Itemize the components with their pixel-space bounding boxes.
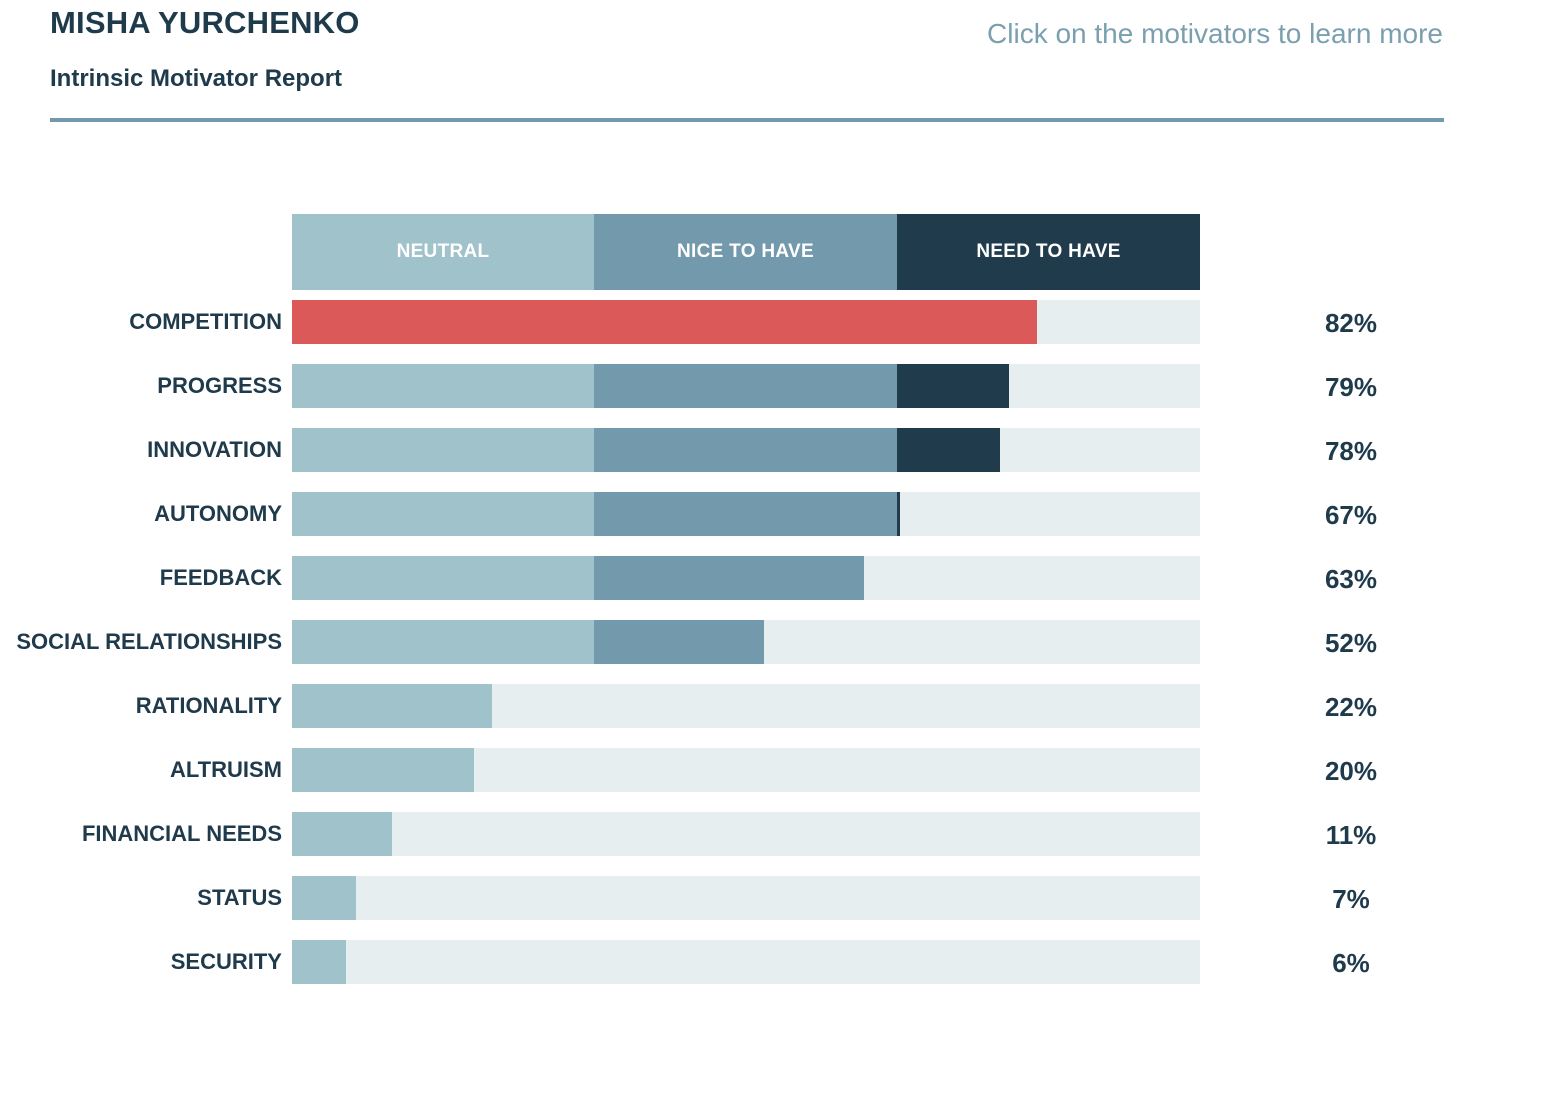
motivator-label[interactable]: FEEDBACK — [159, 565, 282, 590]
header-divider — [50, 118, 1444, 122]
bar-track — [292, 620, 1200, 664]
bar-segment-need-to-have[interactable] — [897, 364, 1009, 408]
person-name: MISHA YURCHENKO — [50, 5, 360, 40]
report-subtitle: Intrinsic Motivator Report — [50, 65, 343, 92]
motivator-row-security[interactable]: SECURITY 6% — [0, 940, 1548, 984]
motivator-row-rationality[interactable]: RATIONALITY 22% — [0, 684, 1548, 728]
motivator-label[interactable]: RATIONALITY — [135, 693, 282, 718]
bar-track — [292, 364, 1200, 408]
motivator-row-innovation[interactable]: INNOVATION 78% — [0, 428, 1548, 472]
motivator-row-competition[interactable]: COMPETITION 82% — [0, 300, 1548, 344]
motivator-label[interactable]: STATUS — [197, 885, 282, 910]
bar-segment-nice-to-have[interactable] — [594, 492, 897, 536]
bar-segment-need-to-have[interactable] — [897, 428, 1000, 472]
bar-segment-neutral[interactable] — [292, 428, 594, 472]
bar-track — [292, 812, 1200, 856]
motivator-label[interactable]: SOCIAL RELATIONSHIPS — [16, 629, 282, 654]
motivator-value: 22% — [1324, 692, 1378, 722]
motivator-row-altruism[interactable]: ALTRUISM 20% — [0, 748, 1548, 792]
bar-segment-neutral[interactable] — [292, 812, 392, 856]
motivator-row-progress[interactable]: PROGRESS 79% — [0, 364, 1548, 408]
bar-segment-neutral[interactable] — [292, 620, 594, 664]
legend-nice-to-have: NICE TO HAVE — [594, 214, 897, 290]
motivator-row-autonomy[interactable]: AUTONOMY 67% — [0, 492, 1548, 536]
motivator-value: 67% — [1324, 500, 1378, 530]
bar-track — [292, 300, 1200, 344]
motivator-label[interactable]: AUTONOMY — [154, 501, 282, 526]
bar-track — [292, 876, 1200, 920]
motivator-label[interactable]: FINANCIAL NEEDS — [81, 821, 282, 846]
bar-segment-neutral[interactable] — [292, 748, 474, 792]
motivator-value: 6% — [1332, 948, 1370, 978]
bar-segment-neutral[interactable] — [292, 492, 594, 536]
legend-need-to-have: NEED TO HAVE — [897, 214, 1200, 290]
motivator-row-feedback[interactable]: FEEDBACK 63% — [0, 556, 1548, 600]
motivator-row-status[interactable]: STATUS 7% — [0, 876, 1548, 920]
bar-segment-nice-to-have[interactable] — [594, 620, 764, 664]
bar-segment-neutral[interactable] — [292, 684, 492, 728]
zone-legend: NEUTRAL NICE TO HAVE NEED TO HAVE — [292, 214, 1200, 290]
motivator-label[interactable]: INNOVATION — [147, 437, 282, 462]
bar-segment-neutral[interactable] — [292, 556, 594, 600]
bar-track — [292, 492, 1200, 536]
bar-track — [292, 748, 1200, 792]
motivator-row-social-relationships[interactable]: SOCIAL RELATIONSHIPS 52% — [0, 620, 1548, 664]
bar-segment-need-to-have[interactable] — [897, 492, 900, 536]
bar-segment-neutral[interactable] — [292, 876, 356, 920]
motivator-label[interactable]: SECURITY — [170, 949, 282, 974]
bar-track — [292, 428, 1200, 472]
learn-more-hint[interactable]: Click on the motivators to learn more — [987, 18, 1443, 49]
bar-segment-nice-to-have[interactable] — [594, 428, 897, 472]
bar-track — [292, 684, 1200, 728]
motivator-value: 7% — [1332, 884, 1370, 914]
bar-segment-nice-to-have[interactable] — [594, 556, 864, 600]
motivator-value: 20% — [1324, 756, 1378, 786]
bar-track — [292, 556, 1200, 600]
legend-neutral: NEUTRAL — [292, 214, 594, 290]
bar-highlighted[interactable] — [292, 300, 1037, 344]
motivator-row-financial-needs[interactable]: FINANCIAL NEEDS 11% — [0, 812, 1548, 856]
motivator-label[interactable]: ALTRUISM — [169, 757, 282, 782]
bar-segment-neutral[interactable] — [292, 940, 346, 984]
motivator-label[interactable]: COMPETITION — [129, 309, 282, 334]
motivator-value: 52% — [1324, 628, 1378, 658]
motivator-value: 79% — [1324, 372, 1378, 402]
motivator-value: 63% — [1324, 564, 1378, 594]
bar-segment-nice-to-have[interactable] — [594, 364, 897, 408]
motivator-value: 11% — [1325, 820, 1377, 850]
motivator-value: 82% — [1324, 308, 1378, 338]
motivator-value: 78% — [1324, 436, 1378, 466]
bar-track — [292, 940, 1200, 984]
bar-segment-neutral[interactable] — [292, 364, 594, 408]
motivator-label[interactable]: PROGRESS — [157, 373, 282, 398]
